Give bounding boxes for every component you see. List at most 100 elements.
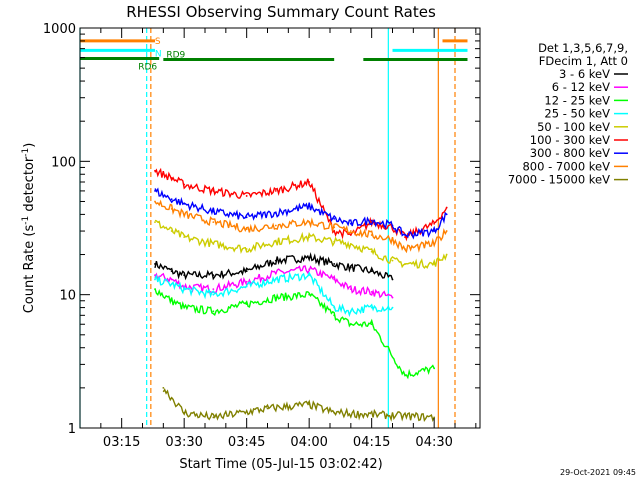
- data-point-50-to-100kev-0: [154, 221, 156, 224]
- data-point-6-to-12kev-10: [391, 296, 394, 299]
- data-point-50-to-100kev-4: [245, 248, 248, 250]
- data-point-25-to-50kev-8: [349, 310, 352, 313]
- data-point-6-to-12kev-7: [333, 278, 336, 281]
- data-point-300-to-800kev-12: [433, 230, 436, 232]
- legend-label-12-to-25kev: 12 - 25 keV: [544, 93, 610, 107]
- timestamp-label: 29-Oct-2021 09:45: [560, 468, 636, 477]
- data-point-6-to-12kev-3: [212, 288, 215, 291]
- data-point-12-to-25kev-0: [154, 288, 156, 291]
- data-point-300-to-800kev-11: [404, 234, 406, 236]
- data-point-800-to-7000kev-0: [154, 200, 156, 203]
- data-point-25-to-50kev-6: [308, 274, 311, 277]
- y-axis-label: Count Rate (s-1 detector-1): [21, 143, 37, 314]
- data-point-50-to-100kev-1: [170, 230, 173, 232]
- data-point-800-to-7000kev-7: [333, 226, 336, 229]
- plot-area: SN RD6 RD9: [79, 28, 468, 428]
- y-tick-label-1000: 1000: [43, 22, 76, 37]
- x-tick-label-0315: 03:15: [103, 435, 140, 450]
- data-point-800-to-7000kev-1: [170, 207, 173, 210]
- data-point-50-to-100kev-5: [274, 240, 277, 243]
- data-point-50-to-100kev-12: [433, 263, 436, 265]
- data-point-6-to-12kev-8: [349, 288, 352, 291]
- data-point-800-to-7000kev-6: [308, 221, 311, 224]
- data-point-300-to-800kev-4: [245, 216, 248, 219]
- data-point-12-to-25kev-4: [245, 303, 248, 305]
- legend-label-7000-to-15000kev: 7000 - 15000 keV: [508, 173, 610, 187]
- data-point-100-to-300kev-4: [245, 195, 248, 197]
- data-point-12-to-25kev-11: [433, 367, 436, 370]
- x-axis-label: Start Time (05-Jul-15 03:02:42): [179, 457, 382, 472]
- data-point-100-to-300kev-6: [308, 181, 311, 183]
- data-point-6-to-12kev-0: [154, 274, 156, 277]
- data-point-12-to-25kev-3: [212, 310, 215, 313]
- data-point-50-to-100kev-3: [212, 243, 215, 245]
- data-point-800-to-7000kev-3: [212, 221, 215, 224]
- data-point-12-to-25kev-7: [333, 314, 336, 317]
- data-point-7000-to-15000kev-3: [266, 407, 269, 410]
- legend-label-50-to-100kev: 50 - 100 keV: [537, 120, 610, 134]
- data-point-12-to-25kev-6: [308, 293, 311, 296]
- data-point-100-to-300kev-3: [212, 190, 215, 192]
- data-point-300-to-800kev-8: [349, 222, 352, 225]
- y-label-superscript: -1: [21, 216, 31, 225]
- data-point-7000-to-15000kev-0: [162, 386, 165, 389]
- legend-label-3-to-6kev: 3 - 6 keV: [559, 67, 610, 81]
- series-line-12-to-25kev: [154, 288, 435, 380]
- y-label-text: Count Rate (s: [22, 225, 37, 314]
- data-point-800-to-7000kev-2: [183, 213, 186, 216]
- data-point-800-to-7000kev-12: [433, 243, 436, 245]
- series-line-6-to-12kev: [154, 265, 394, 299]
- series-line-100-to-300kev: [154, 167, 448, 242]
- data-point-7000-to-15000kev-6: [433, 416, 436, 419]
- state-label-s: S: [155, 37, 161, 47]
- data-point-100-to-300kev-8: [349, 234, 352, 236]
- y-tick-label-10: 10: [59, 289, 76, 304]
- data-point-3-to-6kev-9: [370, 270, 373, 273]
- data-point-6-to-12kev-9: [370, 290, 373, 293]
- x-tick-label-0415: 04:15: [353, 435, 390, 450]
- data-point-25-to-50kev-9: [370, 306, 373, 309]
- legend: Det 1,3,5,6,7,9,FDecim 1, Att 03 - 6 keV…: [508, 41, 628, 187]
- state-label-rd9: RD9: [166, 51, 185, 61]
- data-point-800-to-7000kev-9: [370, 234, 373, 236]
- data-point-50-to-100kev-6: [308, 236, 311, 239]
- legend-label-100-to-300kev: 100 - 300 keV: [530, 133, 610, 147]
- chart-title: RHESSI Observing Summary Count Rates: [126, 3, 436, 21]
- data-point-800-to-7000kev-8: [349, 230, 352, 232]
- data-point-25-to-50kev-0: [154, 278, 156, 281]
- data-point-25-to-50kev-10: [391, 306, 394, 309]
- legend-label-25-to-50kev: 25 - 50 keV: [544, 107, 610, 121]
- data-point-3-to-6kev-2: [183, 274, 186, 277]
- data-point-3-to-6kev-5: [274, 259, 277, 262]
- data-point-800-to-7000kev-4: [245, 228, 248, 231]
- data-point-100-to-300kev-1: [170, 177, 173, 179]
- data-point-25-to-50kev-3: [212, 293, 215, 296]
- data-point-3-to-6kev-3: [212, 274, 215, 277]
- data-point-7000-to-15000kev-2: [212, 416, 215, 419]
- series-line-300-to-800kev: [154, 187, 448, 240]
- data-point-100-to-300kev-5: [274, 190, 277, 192]
- data-point-6-to-12kev-4: [245, 280, 248, 283]
- legend-header-0: Det 1,3,5,6,7,9,: [538, 41, 628, 55]
- x-tick-label-0400: 04:00: [290, 435, 327, 450]
- data-point-100-to-300kev-0: [154, 169, 156, 172]
- y-label-text: detector: [22, 156, 37, 216]
- data-point-6-to-12kev-1: [170, 278, 173, 281]
- data-point-300-to-800kev-0: [154, 190, 156, 192]
- data-point-6-to-12kev-5: [274, 272, 277, 275]
- data-point-12-to-25kev-5: [274, 296, 277, 299]
- data-point-100-to-300kev-12: [433, 222, 436, 225]
- data-point-12-to-25kev-2: [183, 306, 186, 309]
- x-tick-label-0430: 04:30: [415, 435, 452, 450]
- series-line-800-to-7000kev: [154, 199, 448, 254]
- legend-label-300-to-800kev: 300 - 800 keV: [530, 146, 610, 160]
- y-tick-label-1: 1: [68, 422, 76, 437]
- legend-header-1: FDecim 1, Att 0: [539, 54, 628, 68]
- axes: 1 10 100 1000 03:15 03:30 03:45 04:00 04:15 04:30: [43, 22, 480, 450]
- data-point-300-to-800kev-13: [445, 213, 448, 216]
- x-tick-label-0345: 03:45: [228, 435, 265, 450]
- data-point-25-to-50kev-7: [333, 306, 336, 309]
- state-label-rd6: RD6: [138, 63, 157, 73]
- data-point-300-to-800kev-9: [370, 219, 373, 222]
